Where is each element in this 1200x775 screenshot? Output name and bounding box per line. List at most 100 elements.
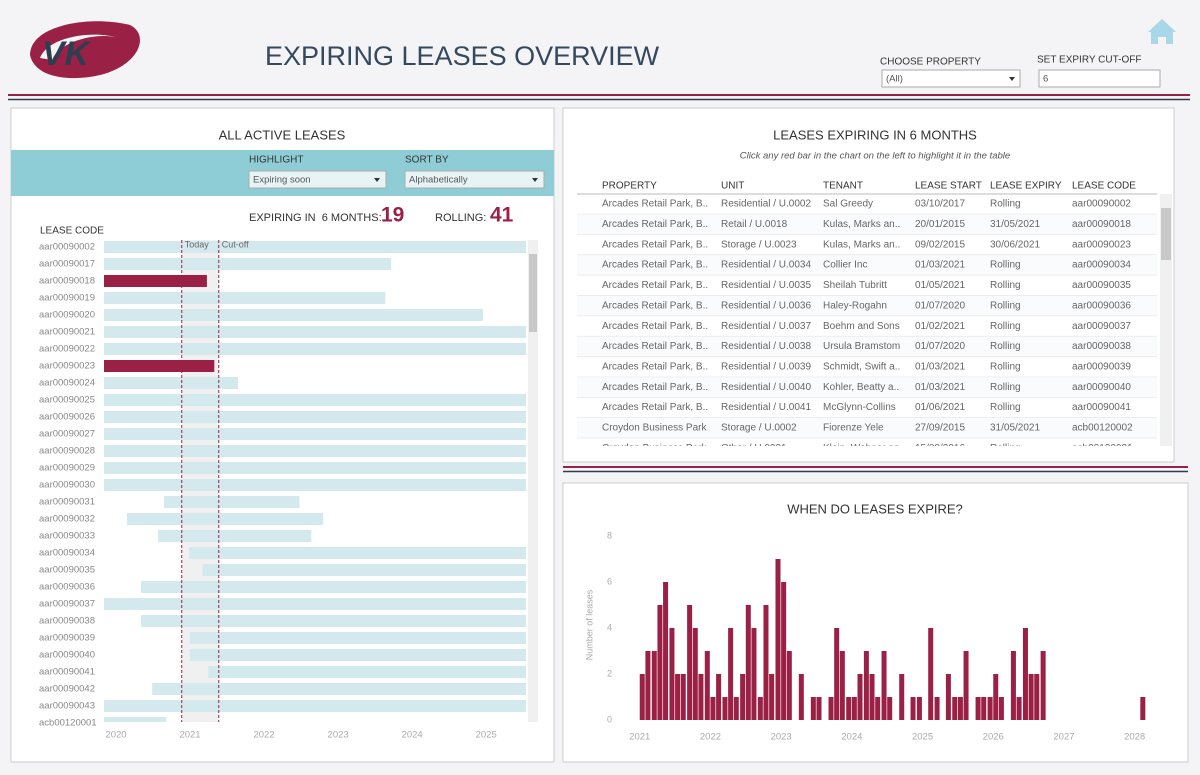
scroll-thumb[interactable] xyxy=(529,254,537,332)
table-cell: Residential / U.0040 xyxy=(721,382,811,393)
y-axis-title: Number of leases xyxy=(584,589,594,660)
property-dropdown[interactable] xyxy=(881,69,1021,88)
lease-bar xyxy=(104,462,526,474)
lease-bar xyxy=(104,598,526,610)
table-body: Arcades Retail Park, B.. Residential / U.… xyxy=(577,195,1157,454)
table-cell: aar00090040 xyxy=(1072,382,1131,393)
table-cell: 27/09/2015 xyxy=(915,423,965,434)
table-cell: aar00090023 xyxy=(1072,239,1131,250)
table-cell: Croydon Business Park xyxy=(602,423,707,434)
marker-label: Today xyxy=(185,239,210,249)
bar xyxy=(1140,697,1146,720)
table-cell: aar00090041 xyxy=(1072,402,1131,413)
table-cell: Kohler, Beatty a.. xyxy=(823,382,899,393)
y-tick-label: aar00090029 xyxy=(39,463,95,474)
table-cell: Arcades Retail Park, B.. xyxy=(602,341,708,352)
kpi-value: 41 xyxy=(490,204,514,227)
table-cell: Residential / U.0034 xyxy=(721,260,811,271)
x-tick-label: 2024 xyxy=(841,732,862,743)
bar xyxy=(663,582,669,720)
y-tick-label: aar00090020 xyxy=(39,310,95,321)
lease-bar xyxy=(152,683,526,695)
y-tick-label: acb00120001 xyxy=(39,718,97,729)
bar xyxy=(993,674,999,720)
table-cell: Fiorenze Yele xyxy=(823,423,884,434)
bar xyxy=(669,628,675,720)
table-cell: Residential / U.0037 xyxy=(721,321,811,332)
sort-dropdown[interactable] xyxy=(404,170,545,189)
bar xyxy=(781,582,787,720)
x-tick-label: 2023 xyxy=(328,730,349,741)
control-value[interactable]: Expiring soon xyxy=(253,175,311,186)
bar xyxy=(722,697,728,720)
table-cell: Klein, Wehner an.. xyxy=(823,443,905,454)
bar xyxy=(763,605,769,720)
cutoff-input[interactable] xyxy=(1038,69,1161,88)
y-tick-label: aar00090043 xyxy=(39,701,95,712)
column-header: PROPERTY xyxy=(602,181,657,192)
table-cell: 03/10/2017 xyxy=(915,199,965,210)
bar xyxy=(928,628,934,720)
bar xyxy=(786,651,792,720)
table-cell: 20/01/2015 xyxy=(915,219,965,230)
marker-label: Cut-off xyxy=(222,239,249,249)
table-cell: Retail / U.0018 xyxy=(721,219,788,230)
filter-value[interactable]: (All) xyxy=(886,74,903,85)
filter-value[interactable]: 6 xyxy=(1043,74,1048,85)
bar xyxy=(710,697,716,720)
highlight-dropdown[interactable] xyxy=(248,170,387,189)
page-title: EXPIRING LEASES OVERVIEW xyxy=(265,41,660,71)
table-row xyxy=(577,234,1157,256)
y-tick-label: aar00090040 xyxy=(39,650,95,661)
y-tick-label: aar00090019 xyxy=(39,293,95,304)
home-icon[interactable] xyxy=(1148,19,1176,44)
y-tick-label: aar00090038 xyxy=(39,616,95,627)
scroll-thumb[interactable] xyxy=(1161,208,1171,260)
table-row xyxy=(577,356,1157,378)
filter-label: CHOOSE PROPERTY xyxy=(880,57,981,68)
bar xyxy=(639,674,645,720)
bar xyxy=(745,605,751,720)
y-tick-label: aar00090022 xyxy=(39,344,95,355)
x-tick-label: 2021 xyxy=(179,730,200,741)
table-cell: aar00090037 xyxy=(1072,321,1131,332)
table-cell: McGlynn-Collins xyxy=(823,402,896,413)
table-cell: aar00090002 xyxy=(1072,199,1131,210)
control-label: SORT BY xyxy=(405,155,449,166)
table-row xyxy=(577,316,1157,337)
table-cell: Residential / U.0002 xyxy=(721,199,811,210)
table-cell: 01/06/2021 xyxy=(915,402,965,413)
lease-bar xyxy=(189,547,526,559)
table-cell: 01/03/2021 xyxy=(915,362,965,373)
table-cell: Storage / U.0023 xyxy=(721,239,797,250)
y-tick-label: 6 xyxy=(607,576,612,586)
table-cell: 01/03/2021 xyxy=(915,260,965,271)
dropdown-arrow xyxy=(532,178,538,182)
y-tick-label: 4 xyxy=(607,622,612,632)
table-cell: Rolling xyxy=(990,402,1021,413)
bar xyxy=(916,697,922,720)
y-tick-label: aar00090027 xyxy=(39,429,95,440)
table-cell: 30/06/2021 xyxy=(990,239,1040,250)
table-cell: aar00090039 xyxy=(1072,362,1131,373)
y-tick-label: aar00090017 xyxy=(39,259,95,270)
bar xyxy=(775,559,781,720)
scrollbar[interactable] xyxy=(528,240,538,722)
table-cell: Arcades Retail Park, B.. xyxy=(602,300,708,311)
y-tick-label: aar00090034 xyxy=(39,548,95,559)
bar xyxy=(769,674,775,720)
bar xyxy=(733,697,739,720)
table-cell: Arcades Retail Park, B.. xyxy=(602,382,708,393)
y-tick-label: 2 xyxy=(607,668,612,678)
kpi-label: ROLLING: xyxy=(435,212,486,224)
control-value[interactable]: Alphabetically xyxy=(409,175,468,186)
filter-label: SET EXPIRY CUT-OFF xyxy=(1037,55,1141,66)
table-row xyxy=(577,336,1157,357)
bar xyxy=(651,651,657,720)
lease-bar xyxy=(104,241,526,253)
table-cell: 09/02/2015 xyxy=(915,239,965,250)
lease-bar xyxy=(104,700,526,712)
table-cell: Croydon Business Park xyxy=(602,443,707,454)
table-cell: Rolling xyxy=(990,341,1021,352)
column-header: LEASE START xyxy=(915,181,982,192)
